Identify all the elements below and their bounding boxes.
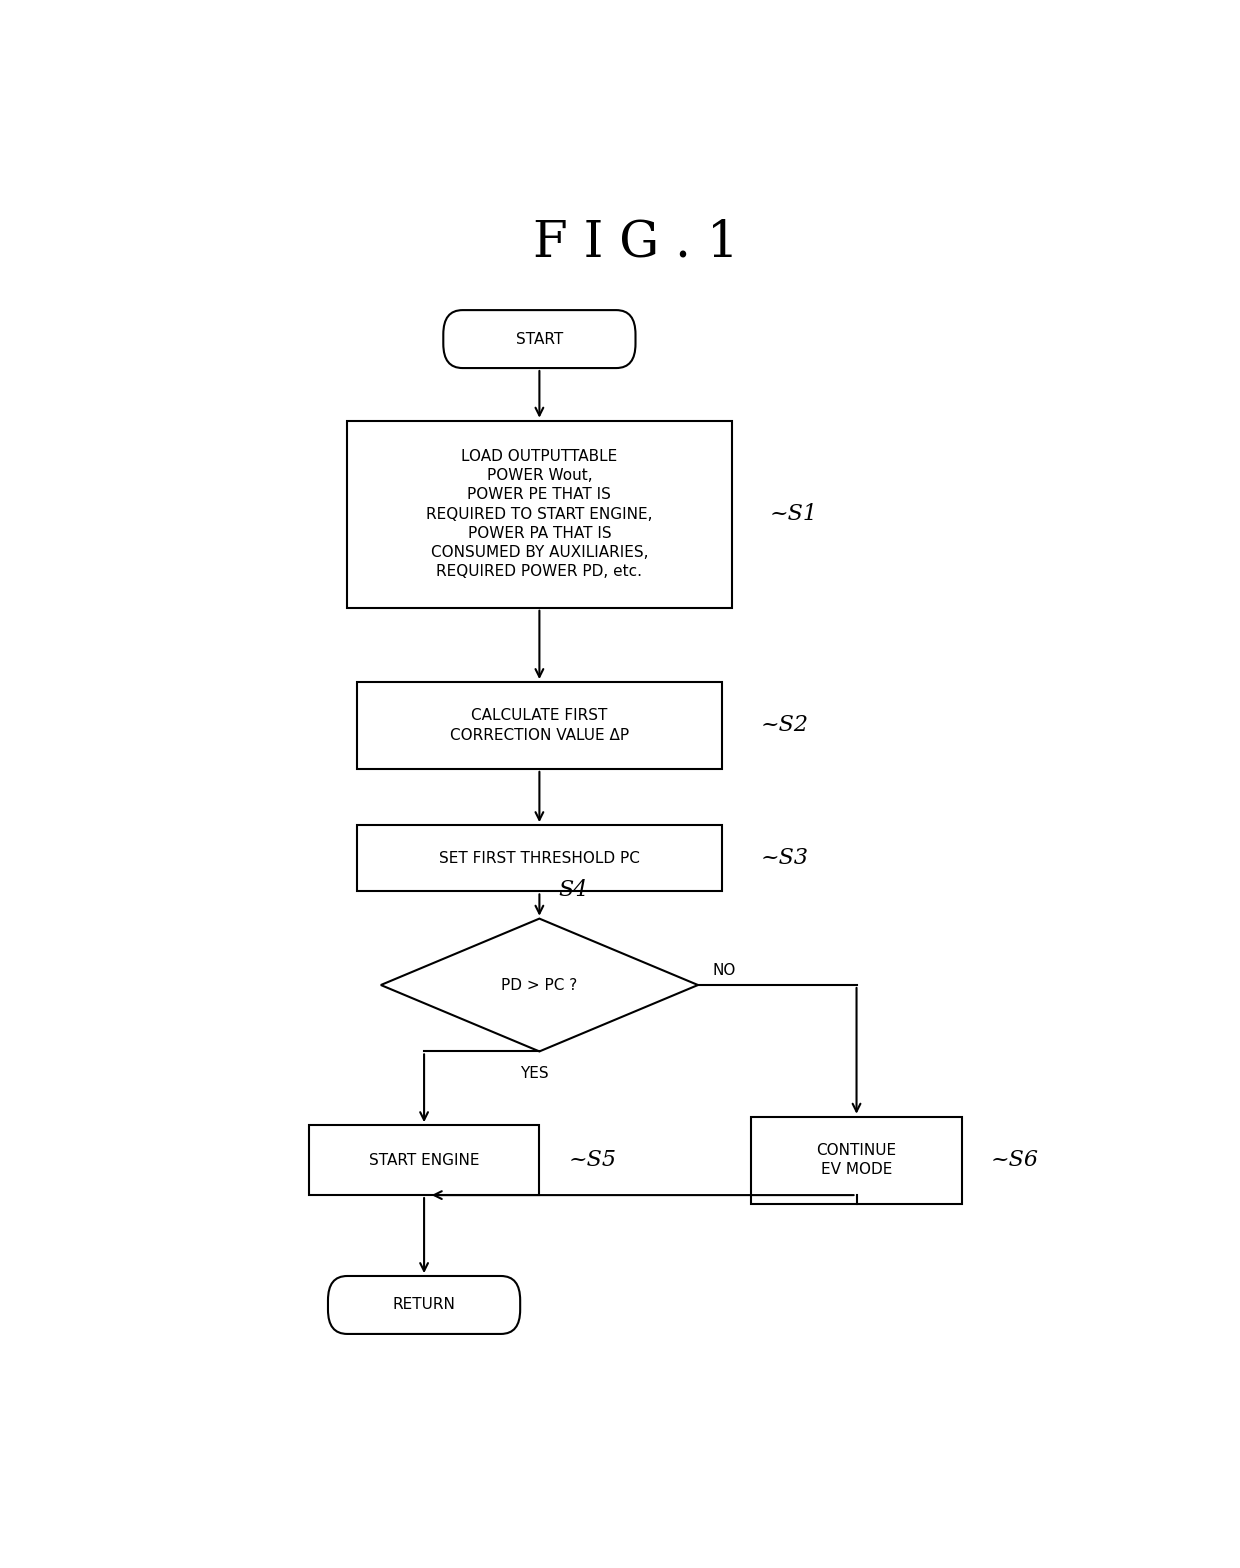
Text: S4: S4	[559, 878, 588, 900]
Text: ~S5: ~S5	[568, 1149, 616, 1171]
FancyBboxPatch shape	[444, 310, 635, 368]
Text: F I G . 1: F I G . 1	[533, 218, 738, 267]
Text: ~S3: ~S3	[760, 847, 808, 869]
Text: START: START	[516, 331, 563, 347]
Text: SET FIRST THRESHOLD PC: SET FIRST THRESHOLD PC	[439, 851, 640, 866]
Text: ~S1: ~S1	[770, 503, 818, 525]
Text: YES: YES	[521, 1066, 549, 1080]
Bar	[357, 825, 722, 892]
Text: START ENGINE: START ENGINE	[368, 1152, 480, 1168]
Bar	[309, 1126, 539, 1195]
Bar	[347, 420, 732, 608]
Text: LOAD OUTPUTTABLE
POWER Wout,
POWER PE THAT IS
REQUIRED TO START ENGINE,
POWER PA: LOAD OUTPUTTABLE POWER Wout, POWER PE TH…	[427, 448, 652, 579]
Polygon shape	[381, 919, 698, 1052]
Text: RETURN: RETURN	[393, 1297, 455, 1312]
Text: ~S6: ~S6	[991, 1149, 1039, 1171]
Text: PD > PC ?: PD > PC ?	[501, 977, 578, 993]
Bar	[751, 1116, 962, 1204]
Text: CALCULATE FIRST
CORRECTION VALUE ΔP: CALCULATE FIRST CORRECTION VALUE ΔP	[450, 709, 629, 743]
Text: CONTINUE
EV MODE: CONTINUE EV MODE	[816, 1143, 897, 1178]
Text: ~S2: ~S2	[760, 715, 808, 737]
FancyBboxPatch shape	[327, 1276, 521, 1334]
Bar	[357, 682, 722, 768]
Text: NO: NO	[713, 963, 735, 978]
